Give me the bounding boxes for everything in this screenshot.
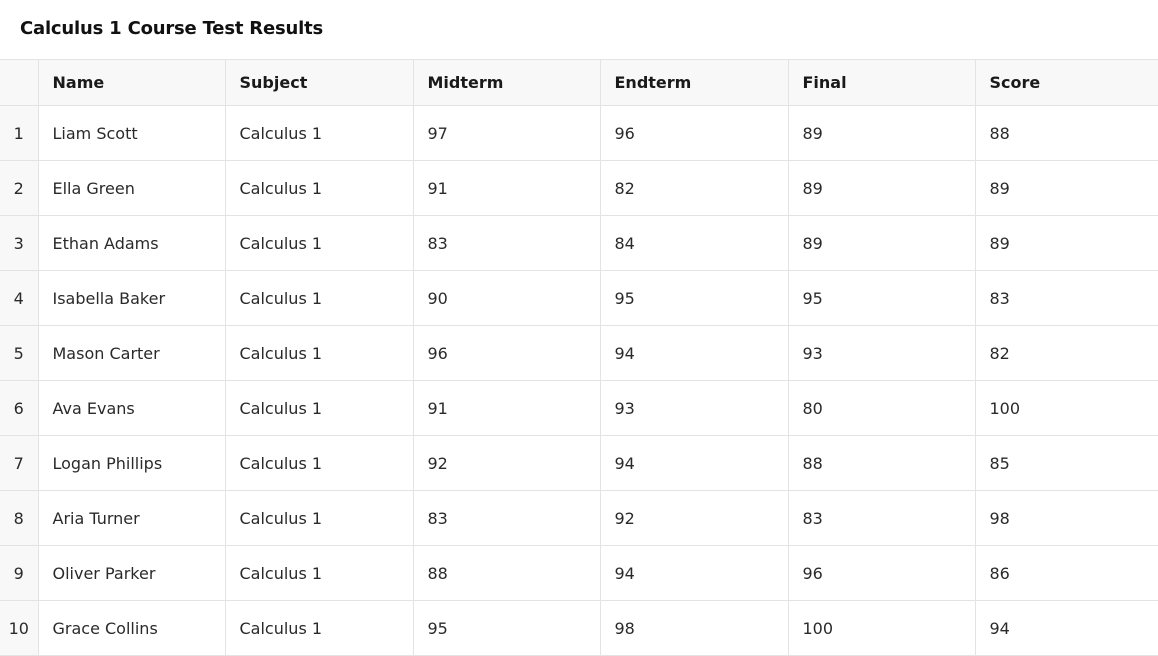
table-row[interactable]: 1 Liam Scott Calculus 1 97 96 89 88 [0, 105, 1158, 161]
table-row[interactable]: 10 Grace Collins Calculus 1 95 98 100 94 [0, 600, 1158, 656]
cell-midterm[interactable]: 83 [412, 215, 601, 271]
table-row[interactable]: 3 Ethan Adams Calculus 1 83 84 89 89 [0, 215, 1158, 271]
cell-score[interactable]: 94 [974, 600, 1158, 656]
column-header-name[interactable]: Name [37, 59, 226, 106]
cell-midterm[interactable]: 90 [412, 270, 601, 326]
cell-score[interactable]: 83 [974, 270, 1158, 326]
cell-score[interactable]: 88 [974, 105, 1158, 161]
row-index-cell[interactable]: 7 [0, 435, 39, 491]
cell-endterm[interactable]: 94 [599, 325, 789, 381]
cell-score[interactable]: 98 [974, 490, 1158, 546]
cell-endterm[interactable]: 92 [599, 490, 789, 546]
cell-name[interactable]: Mason Carter [37, 325, 226, 381]
cell-name[interactable]: Ethan Adams [37, 215, 226, 271]
cell-subject[interactable]: Calculus 1 [224, 600, 414, 656]
cell-midterm[interactable]: 91 [412, 160, 601, 216]
column-header-midterm[interactable]: Midterm [412, 59, 601, 106]
cell-subject[interactable]: Calculus 1 [224, 105, 414, 161]
cell-endterm[interactable]: 95 [599, 270, 789, 326]
cell-endterm[interactable]: 84 [599, 215, 789, 271]
cell-name[interactable]: Ava Evans [37, 380, 226, 436]
cell-final[interactable]: 95 [787, 270, 976, 326]
cell-midterm[interactable]: 95 [412, 600, 601, 656]
cell-final[interactable]: 93 [787, 325, 976, 381]
table-row[interactable]: 4 Isabella Baker Calculus 1 90 95 95 83 [0, 270, 1158, 326]
cell-midterm[interactable]: 88 [412, 545, 601, 601]
table-row[interactable]: 7 Logan Phillips Calculus 1 92 94 88 85 [0, 435, 1158, 491]
table-row[interactable]: 6 Ava Evans Calculus 1 91 93 80 100 [0, 380, 1158, 436]
cell-name[interactable]: Ella Green [37, 160, 226, 216]
column-header-index[interactable] [0, 59, 39, 106]
table-row[interactable]: 9 Oliver Parker Calculus 1 88 94 96 86 [0, 545, 1158, 601]
cell-subject[interactable]: Calculus 1 [224, 545, 414, 601]
cell-score[interactable]: 100 [974, 380, 1158, 436]
cell-score[interactable]: 86 [974, 545, 1158, 601]
cell-final[interactable]: 88 [787, 435, 976, 491]
cell-midterm[interactable]: 96 [412, 325, 601, 381]
cell-midterm[interactable]: 83 [412, 490, 601, 546]
cell-subject[interactable]: Calculus 1 [224, 435, 414, 491]
table-row[interactable]: 2 Ella Green Calculus 1 91 82 89 89 [0, 160, 1158, 216]
cell-endterm[interactable]: 94 [599, 435, 789, 491]
cell-name[interactable]: Liam Scott [37, 105, 226, 161]
cell-final[interactable]: 80 [787, 380, 976, 436]
cell-endterm[interactable]: 96 [599, 105, 789, 161]
cell-final[interactable]: 89 [787, 105, 976, 161]
row-index-cell[interactable]: 4 [0, 270, 39, 326]
column-header-subject[interactable]: Subject [224, 59, 414, 106]
cell-final[interactable]: 89 [787, 215, 976, 271]
cell-subject[interactable]: Calculus 1 [224, 325, 414, 381]
cell-final[interactable]: 83 [787, 490, 976, 546]
cell-score[interactable]: 89 [974, 215, 1158, 271]
row-index-cell[interactable]: 1 [0, 105, 39, 161]
results-table: Name Subject Midterm Endterm Final Score… [0, 59, 1158, 656]
cell-name[interactable]: Aria Turner [37, 490, 226, 546]
table-row[interactable]: 8 Aria Turner Calculus 1 83 92 83 98 [0, 490, 1158, 546]
cell-midterm[interactable]: 91 [412, 380, 601, 436]
cell-subject[interactable]: Calculus 1 [224, 215, 414, 271]
cell-score[interactable]: 82 [974, 325, 1158, 381]
cell-midterm[interactable]: 97 [412, 105, 601, 161]
row-index-cell[interactable]: 5 [0, 325, 39, 381]
column-header-score[interactable]: Score [974, 59, 1158, 106]
cell-final[interactable]: 96 [787, 545, 976, 601]
cell-endterm[interactable]: 94 [599, 545, 789, 601]
cell-subject[interactable]: Calculus 1 [224, 160, 414, 216]
row-index-cell[interactable]: 3 [0, 215, 39, 271]
table-header: Name Subject Midterm Endterm Final Score [0, 59, 1158, 106]
row-index-cell[interactable]: 8 [0, 490, 39, 546]
row-index-cell[interactable]: 6 [0, 380, 39, 436]
cell-subject[interactable]: Calculus 1 [224, 490, 414, 546]
cell-name[interactable]: Logan Phillips [37, 435, 226, 491]
table-body: 1 Liam Scott Calculus 1 97 96 89 88 2 Ella Green… [0, 105, 1158, 656]
page-title: Calculus 1 Course Test Results [20, 18, 323, 39]
table-row[interactable]: 5 Mason Carter Calculus 1 96 94 93 82 [0, 325, 1158, 381]
cell-endterm[interactable]: 82 [599, 160, 789, 216]
cell-final[interactable]: 100 [787, 600, 976, 656]
row-index-cell[interactable]: 10 [0, 600, 39, 656]
cell-final[interactable]: 89 [787, 160, 976, 216]
cell-endterm[interactable]: 98 [599, 600, 789, 656]
row-index-cell[interactable]: 2 [0, 160, 39, 216]
row-index-cell[interactable]: 9 [0, 545, 39, 601]
cell-subject[interactable]: Calculus 1 [224, 380, 414, 436]
cell-score[interactable]: 89 [974, 160, 1158, 216]
column-header-endterm[interactable]: Endterm [599, 59, 789, 106]
cell-name[interactable]: Oliver Parker [37, 545, 226, 601]
cell-subject[interactable]: Calculus 1 [224, 270, 414, 326]
header-row: Name Subject Midterm Endterm Final Score [0, 59, 1158, 106]
column-header-final[interactable]: Final [787, 59, 976, 106]
cell-midterm[interactable]: 92 [412, 435, 601, 491]
cell-score[interactable]: 85 [974, 435, 1158, 491]
cell-name[interactable]: Grace Collins [37, 600, 226, 656]
cell-name[interactable]: Isabella Baker [37, 270, 226, 326]
cell-endterm[interactable]: 93 [599, 380, 789, 436]
